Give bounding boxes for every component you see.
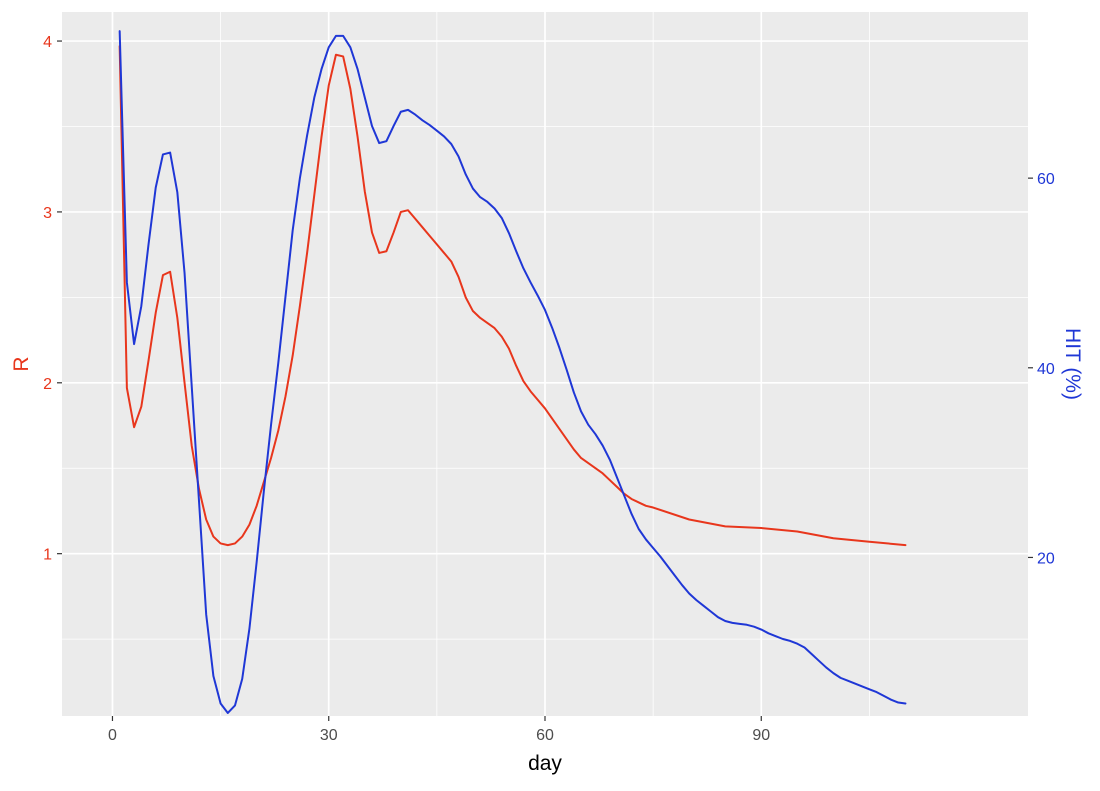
series-layer — [118, 30, 907, 714]
x-tick-label: 60 — [536, 727, 554, 744]
r-series-line — [118, 45, 907, 547]
y-tick-label-right: 60 — [1037, 171, 1055, 188]
x-tick-label: 30 — [320, 727, 338, 744]
y-tick-label-right: 40 — [1037, 361, 1055, 378]
y-tick-label-left: 3 — [43, 205, 52, 222]
right-y-axis-title: HIT (%) — [1061, 328, 1084, 400]
x-tick-label: 0 — [108, 727, 117, 744]
bottom-axis: 0 30 60 90 — [108, 716, 770, 744]
y-tick-label-left: 2 — [43, 376, 52, 393]
y-tick-label-left: 1 — [43, 547, 52, 564]
y-tick-label-left: 4 — [43, 34, 52, 51]
hit-series-line — [118, 30, 907, 714]
right-axis: 20 40 60 — [1028, 171, 1055, 567]
x-tick-label: 90 — [752, 727, 770, 744]
left-axis: 1 2 3 4 — [43, 34, 62, 564]
y-tick-label-right: 20 — [1037, 550, 1055, 567]
x-axis-title: day — [528, 752, 562, 775]
left-y-axis-title: R — [10, 356, 33, 371]
major-gridlines — [62, 12, 1028, 716]
